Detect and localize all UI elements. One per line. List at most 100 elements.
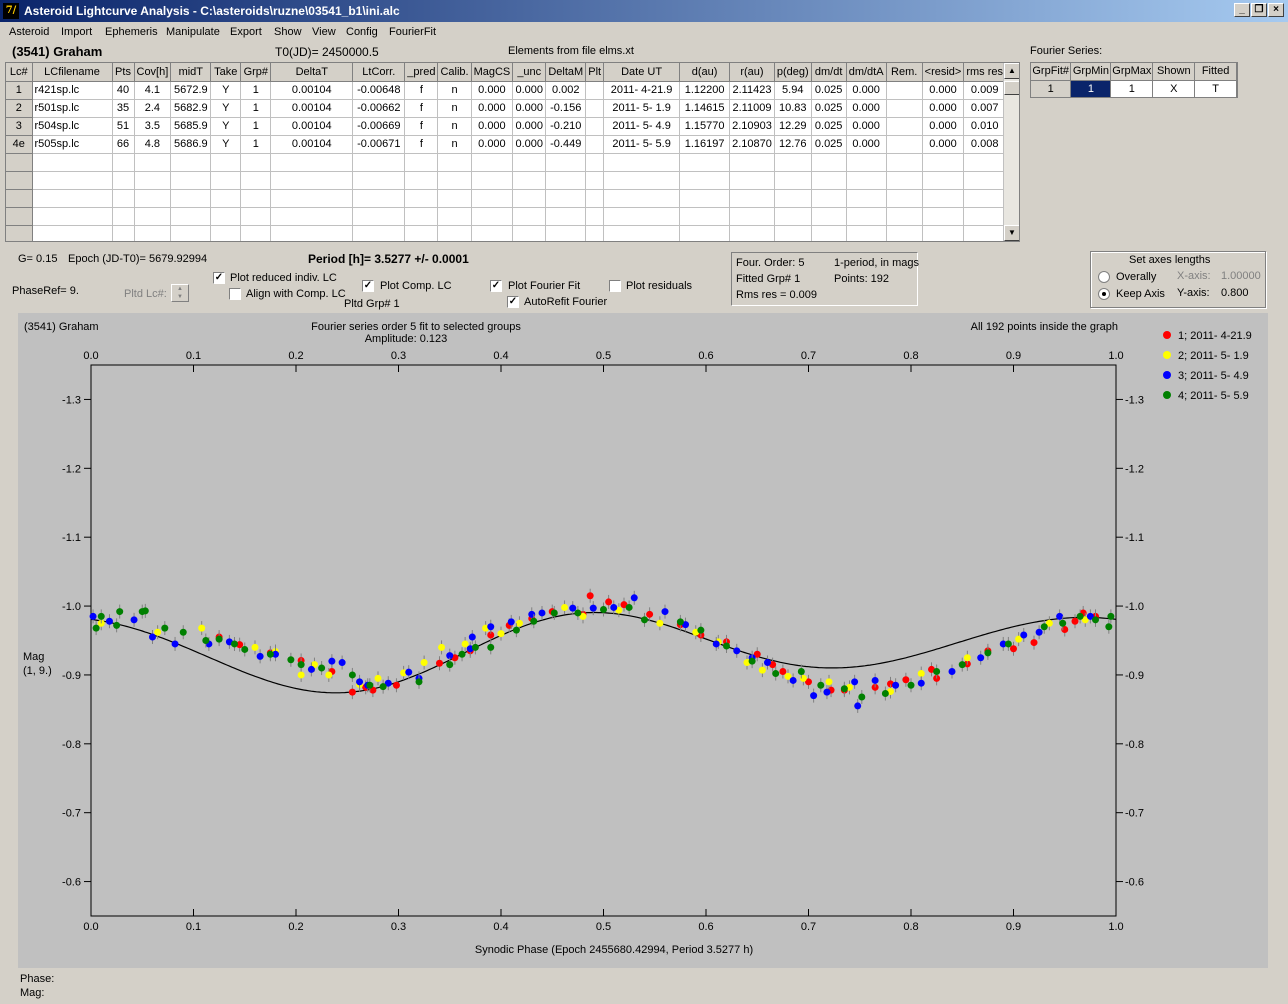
table-cell[interactable]: n — [437, 81, 472, 100]
column-header[interactable]: DeltaT — [270, 63, 354, 82]
table-cell[interactable] — [585, 171, 605, 190]
table-cell[interactable]: 0.008 — [963, 135, 1007, 154]
fourier-column-header[interactable]: Fitted — [1194, 63, 1237, 81]
table-cell[interactable] — [811, 189, 847, 208]
table-cell[interactable] — [134, 153, 172, 172]
table-cell[interactable] — [886, 189, 923, 208]
table-cell[interactable]: Y — [210, 135, 242, 154]
table-cell[interactable]: r501sp.lc — [32, 99, 113, 118]
table-cell[interactable]: -0.210 — [545, 117, 587, 136]
table-cell[interactable]: 4.8 — [134, 135, 172, 154]
plot-comp-checkbox[interactable]: ✓ — [362, 280, 374, 292]
scroll-up-icon[interactable]: ▲ — [1004, 63, 1019, 79]
table-cell[interactable]: 1 — [6, 81, 33, 100]
column-header[interactable]: midT — [170, 63, 212, 82]
table-cell[interactable] — [112, 189, 135, 208]
pltd-lc-spinner[interactable]: ▲ ▼ — [171, 284, 189, 302]
table-cell[interactable] — [846, 153, 887, 172]
table-cell[interactable] — [585, 153, 605, 172]
column-header[interactable]: Cov[h] — [134, 63, 172, 82]
table-cell[interactable] — [6, 225, 33, 241]
table-cell[interactable] — [603, 189, 681, 208]
table-cell[interactable] — [32, 225, 113, 241]
close-button[interactable]: × — [1268, 3, 1284, 17]
table-cell[interactable]: 0.000 — [846, 99, 887, 118]
table-cell[interactable] — [585, 207, 605, 226]
table-cell[interactable]: 0.000 — [512, 117, 547, 136]
table-cell[interactable]: 0.00104 — [270, 135, 354, 154]
table-cell[interactable] — [240, 207, 272, 226]
table-cell[interactable] — [963, 153, 1007, 172]
table-cell[interactable] — [210, 207, 242, 226]
table-cell[interactable] — [170, 171, 212, 190]
table-cell[interactable] — [437, 153, 472, 172]
table-cell[interactable]: -0.00662 — [352, 99, 406, 118]
menu-show[interactable]: Show — [274, 26, 302, 38]
table-cell[interactable]: 0.000 — [471, 81, 514, 100]
table-cell[interactable] — [585, 189, 605, 208]
table-cell[interactable] — [811, 225, 847, 241]
table-cell[interactable] — [240, 153, 272, 172]
table-cell[interactable] — [352, 153, 406, 172]
menu-config[interactable]: Config — [346, 26, 378, 38]
table-cell[interactable] — [603, 225, 681, 241]
table-cell[interactable]: 1.14615 — [679, 99, 731, 118]
table-cell[interactable]: Y — [210, 99, 242, 118]
table-cell[interactable]: 0.000 — [512, 135, 547, 154]
table-cell[interactable]: f — [404, 99, 439, 118]
column-header[interactable]: LCfilename — [32, 63, 113, 82]
menu-ephemeris[interactable]: Ephemeris — [105, 26, 158, 38]
column-header[interactable]: MagCS — [471, 63, 514, 82]
table-row[interactable]: 4e r505sp.lc 66 4.8 5686.9 Y 1 0.00104 -0.00671 f… — [6, 135, 1007, 154]
table-cell[interactable] — [922, 207, 965, 226]
table-cell[interactable] — [545, 189, 587, 208]
table-cell[interactable]: 0.000 — [922, 117, 965, 136]
table-cell[interactable] — [963, 207, 1007, 226]
table-cell[interactable] — [603, 153, 681, 172]
table-cell[interactable] — [471, 207, 514, 226]
table-cell[interactable]: 1 — [240, 135, 272, 154]
table-cell[interactable] — [6, 171, 33, 190]
table-cell[interactable] — [545, 153, 587, 172]
table-cell[interactable]: Y — [210, 81, 242, 100]
table-cell[interactable] — [729, 171, 775, 190]
column-header[interactable]: r(au) — [729, 63, 775, 82]
table-cell[interactable]: 2011- 4-21.9 — [603, 81, 681, 100]
table-cell[interactable] — [774, 171, 812, 190]
table-cell[interactable] — [437, 189, 472, 208]
table-scrollbar[interactable]: ▲ ▼ — [1003, 63, 1019, 241]
table-cell[interactable] — [963, 189, 1007, 208]
table-cell[interactable]: n — [437, 135, 472, 154]
table-cell[interactable] — [6, 189, 33, 208]
fourier-cell[interactable]: 1 — [1070, 80, 1112, 98]
table-cell[interactable]: f — [404, 81, 439, 100]
table-cell[interactable]: 0.00104 — [270, 81, 354, 100]
align-comp-checkbox[interactable] — [229, 288, 241, 300]
table-cell[interactable] — [886, 117, 923, 136]
table-cell[interactable] — [512, 171, 547, 190]
table-cell[interactable] — [471, 153, 514, 172]
table-cell[interactable] — [404, 225, 439, 241]
table-cell[interactable]: n — [437, 99, 472, 118]
lightcurve-table[interactable]: Lc# LCfilename Pts Cov[h] midT Take Grp# DeltaT… — [5, 62, 1020, 242]
table-cell[interactable]: 40 — [112, 81, 135, 100]
table-cell[interactable] — [679, 171, 731, 190]
column-header[interactable]: Date UT — [603, 63, 681, 82]
table-cell[interactable] — [240, 225, 272, 241]
table-cell[interactable]: f — [404, 117, 439, 136]
table-cell[interactable]: 10.83 — [774, 99, 812, 118]
table-cell[interactable]: 0.000 — [846, 117, 887, 136]
table-cell[interactable]: 2011- 5- 1.9 — [603, 99, 681, 118]
column-header[interactable]: d(au) — [679, 63, 731, 82]
empty-table-row[interactable] — [6, 207, 1007, 226]
table-cell[interactable] — [210, 225, 242, 241]
table-cell[interactable] — [886, 225, 923, 241]
table-cell[interactable] — [774, 207, 812, 226]
fourier-cell[interactable]: 1 — [1031, 80, 1072, 98]
table-cell[interactable] — [545, 225, 587, 241]
table-cell[interactable] — [512, 225, 547, 241]
table-cell[interactable] — [112, 153, 135, 172]
xaxis-value[interactable]: 1.00000 — [1221, 270, 1261, 282]
table-cell[interactable] — [729, 189, 775, 208]
